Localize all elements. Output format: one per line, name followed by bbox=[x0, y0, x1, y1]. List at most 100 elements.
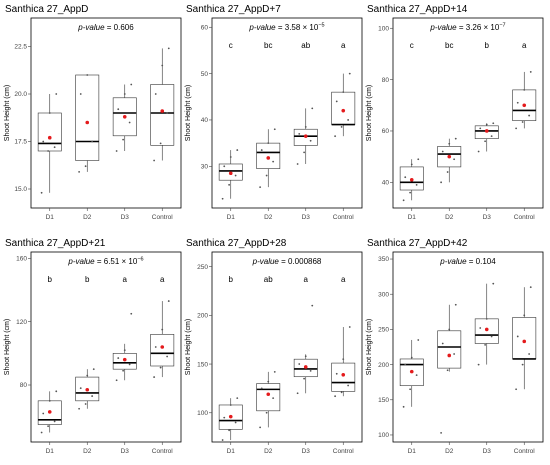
mean-point bbox=[122, 115, 127, 119]
group-letter: bc bbox=[264, 41, 272, 50]
mean-point bbox=[522, 339, 527, 344]
x-tick-label: D3 bbox=[483, 448, 492, 455]
panel-border bbox=[30, 17, 182, 209]
data-point bbox=[53, 420, 56, 423]
data-point bbox=[485, 317, 488, 320]
data-point bbox=[490, 135, 493, 138]
data-point bbox=[55, 93, 58, 95]
data-point bbox=[236, 149, 239, 151]
y-tick-label: 120 bbox=[16, 319, 27, 326]
data-point bbox=[92, 368, 95, 371]
x-tick-label: D2 bbox=[264, 214, 273, 221]
data-point bbox=[229, 404, 232, 406]
data-point bbox=[234, 174, 237, 177]
group-letter: a bbox=[341, 41, 346, 50]
data-point bbox=[409, 191, 412, 194]
data-point bbox=[40, 431, 43, 434]
data-point bbox=[47, 425, 50, 428]
data-point bbox=[448, 142, 451, 145]
mean-point bbox=[303, 134, 308, 138]
data-point bbox=[223, 416, 226, 419]
data-point bbox=[91, 140, 94, 143]
y-tick-label: 40 bbox=[201, 117, 209, 124]
data-point bbox=[348, 326, 351, 328]
y-tick-label: 20.0 bbox=[14, 91, 27, 98]
x-tick-label: Control bbox=[333, 214, 355, 221]
chart-panel-1: Santhica 27_AppD Shoot Height (cm) 15.0 17.… bbox=[4, 4, 182, 221]
y-tick-label: 15.0 bbox=[14, 186, 27, 193]
chart-panel-5: Santhica 27_AppD+28 Shoot Height (cm) 100 1… bbox=[185, 238, 363, 455]
y-axis-label: Shoot Height (cm) bbox=[185, 85, 192, 141]
data-point bbox=[309, 139, 312, 142]
p-value-label: p-value = 3.26 × 10−7 bbox=[429, 23, 505, 33]
box bbox=[256, 383, 281, 412]
data-point bbox=[79, 93, 82, 95]
x-tick-label: D2 bbox=[264, 448, 273, 455]
data-point bbox=[272, 397, 275, 400]
mean-point bbox=[47, 410, 52, 414]
mean-point bbox=[85, 387, 90, 392]
group-letter: bc bbox=[445, 41, 453, 50]
group-letter: ab bbox=[301, 41, 310, 50]
data-point bbox=[84, 165, 87, 168]
panel-title: Santhica 27_AppD+7 bbox=[186, 4, 281, 15]
data-point bbox=[303, 151, 306, 154]
p-value-label: p-value = 0.000868 bbox=[252, 257, 322, 266]
data-point bbox=[47, 150, 50, 152]
y-tick-label: 200 bbox=[197, 313, 208, 320]
data-point bbox=[42, 412, 45, 415]
mean-point bbox=[447, 154, 452, 159]
data-point bbox=[115, 379, 118, 382]
data-point bbox=[223, 165, 226, 168]
data-point bbox=[161, 64, 164, 67]
y-tick-label: 80 bbox=[20, 382, 28, 389]
mean-point bbox=[47, 135, 52, 140]
y-tick-label: 22.5 bbox=[14, 44, 27, 51]
x-tick-label: D1 bbox=[46, 448, 55, 455]
data-point bbox=[311, 304, 314, 307]
data-point bbox=[91, 395, 94, 397]
data-point bbox=[161, 328, 164, 331]
group-letter: a bbox=[341, 275, 346, 284]
data-point bbox=[123, 93, 126, 95]
panel-title: Santhica 27_AppD bbox=[5, 4, 88, 15]
data-point bbox=[267, 142, 270, 145]
mean-point bbox=[122, 357, 127, 362]
box bbox=[331, 91, 356, 125]
y-tick-label: 60 bbox=[201, 24, 209, 31]
mean-point bbox=[341, 108, 346, 113]
y-tick-label: 250 bbox=[197, 264, 208, 271]
data-point bbox=[229, 156, 232, 158]
data-point bbox=[448, 328, 451, 331]
x-tick-label: D3 bbox=[483, 214, 492, 221]
data-point bbox=[154, 346, 157, 348]
panel-border bbox=[30, 251, 182, 443]
panel-title: Santhica 27_AppD+14 bbox=[367, 4, 468, 15]
data-point bbox=[78, 171, 81, 173]
y-tick-label: 100 bbox=[378, 432, 389, 439]
y-tick-label: 80 bbox=[382, 77, 390, 84]
data-point bbox=[492, 122, 495, 125]
y-tick-label: 160 bbox=[16, 256, 27, 263]
y-tick-label: 30 bbox=[201, 163, 209, 170]
data-point bbox=[410, 356, 413, 359]
data-point bbox=[115, 150, 118, 152]
data-point bbox=[477, 363, 480, 366]
mean-point bbox=[447, 353, 452, 358]
data-point bbox=[453, 353, 456, 355]
data-point bbox=[123, 349, 126, 352]
data-point bbox=[304, 355, 307, 358]
mean-point bbox=[228, 171, 233, 176]
data-point bbox=[153, 159, 156, 162]
data-point bbox=[515, 127, 518, 130]
mean-point bbox=[409, 369, 414, 374]
mean-point bbox=[266, 392, 271, 397]
chart-panel-3: Santhica 27_AppD+14 Shoot Height (cm) 40 60… bbox=[366, 4, 544, 221]
data-point bbox=[477, 150, 480, 153]
data-point bbox=[485, 123, 488, 126]
x-tick-label: D1 bbox=[227, 448, 236, 455]
box bbox=[37, 112, 62, 152]
mean-point bbox=[228, 414, 233, 419]
group-letter: a bbox=[160, 275, 165, 284]
data-point bbox=[79, 387, 82, 390]
